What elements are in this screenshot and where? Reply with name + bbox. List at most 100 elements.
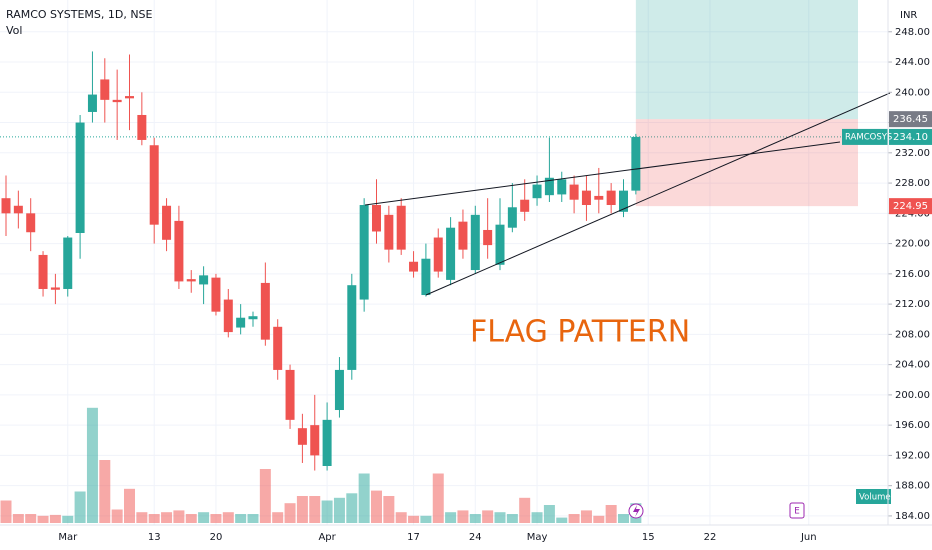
volume-bar [25, 514, 37, 523]
stop-label-bg [889, 198, 932, 215]
volume-bar [99, 460, 111, 523]
y-tick-label: 212.00 [895, 299, 930, 310]
candle-body [236, 317, 246, 328]
candle-body [260, 282, 270, 340]
y-tick-label: 232.00 [895, 148, 930, 159]
trend-line-lower [425, 92, 891, 296]
currency: INR [900, 10, 917, 21]
event-earnings[interactable] [628, 503, 644, 519]
event-icon-text: E [794, 507, 800, 517]
candle-body [162, 205, 172, 240]
volume-pane [0, 407, 642, 523]
volume-bar [556, 517, 568, 523]
position-box [635, 0, 858, 207]
event-icon[interactable] [789, 502, 805, 519]
candle-body [199, 275, 209, 285]
candle-body [186, 279, 196, 282]
volume-bar [494, 512, 506, 523]
annotation: FLAG PATTERN [470, 315, 690, 350]
volume-bar [457, 510, 469, 523]
candle-body [63, 237, 73, 289]
last-price-label: 234.10 [893, 132, 928, 143]
volume-bar [321, 500, 333, 523]
candle-body [149, 145, 159, 225]
candle-body [458, 221, 468, 250]
volume-bar [383, 496, 395, 523]
candle-body [310, 425, 320, 456]
volume-bar [519, 497, 531, 523]
candle-body [396, 205, 406, 250]
volume-bar [259, 469, 271, 523]
candle-body [594, 195, 604, 200]
volume-bar [358, 473, 370, 523]
candle-body [38, 254, 48, 289]
volume-bar [482, 510, 494, 523]
candle-body [100, 79, 110, 100]
y-tick-label: 188.00 [895, 481, 930, 492]
candle-body [631, 136, 641, 191]
volume-bar [173, 510, 185, 523]
y-tick-label: 220.00 [895, 239, 930, 250]
candle-body [569, 184, 579, 200]
y-tick-label: 204.00 [895, 360, 930, 371]
volume-bar [506, 514, 518, 523]
volume-bar [543, 505, 555, 523]
volume-bar [346, 493, 358, 523]
volume-bar [222, 512, 234, 523]
entry-label: 236.45 [893, 114, 928, 125]
y-tick-label: 192.00 [895, 450, 930, 461]
candle-body [50, 287, 60, 290]
stop-label: 224.95 [893, 201, 928, 212]
volume-bar [210, 514, 222, 523]
volume-bar [124, 488, 135, 523]
candle-body [112, 99, 122, 103]
candle-body [285, 369, 295, 420]
x-tick-label: 13 [148, 532, 161, 543]
labels: 248.00244.00240.00236.00232.00228.00224.… [58, 27, 932, 543]
candle-body [297, 428, 307, 445]
volume-bar [432, 473, 444, 523]
candle-body [557, 179, 567, 195]
y-tick-label: 228.00 [895, 178, 930, 189]
volume-bar [420, 515, 432, 523]
candle-body [347, 285, 357, 370]
volume-bar [469, 514, 481, 523]
volume-bar [580, 510, 592, 523]
candle-body [1, 198, 11, 214]
candle-body [619, 190, 628, 212]
volume-bar [136, 512, 148, 523]
candle-body [372, 205, 381, 232]
candle-body [470, 214, 480, 271]
x-tick-label: 22 [704, 532, 717, 543]
candle-body [532, 184, 542, 199]
candle-body [433, 237, 443, 272]
candle-body [581, 190, 591, 206]
volume-bar [185, 514, 197, 523]
candle-body [211, 277, 221, 312]
volume-bar [235, 514, 247, 523]
x-tick-label: Jun [800, 532, 817, 543]
volume-bar [371, 490, 382, 523]
volume-label: Volume [859, 493, 891, 503]
x-tick-label: 20 [210, 532, 223, 543]
candle-body [174, 220, 184, 282]
volume-bar [148, 514, 160, 523]
x-tick-label: May [527, 532, 548, 543]
trend-line-upper [364, 141, 841, 206]
x-tick-label: 15 [642, 532, 655, 543]
volume-bar [111, 509, 123, 523]
volume-bar [37, 515, 49, 523]
candle-body [26, 213, 36, 233]
volume-bar [247, 514, 259, 523]
volume-bar [12, 514, 24, 523]
y-tick-label: 184.00 [895, 511, 930, 522]
volume-label-bg [856, 489, 891, 504]
volume-bar [74, 491, 86, 523]
x-tick-label: 24 [469, 532, 482, 543]
event-icon-bolt [633, 505, 640, 517]
candle-body [495, 224, 505, 265]
candles [1, 51, 641, 471]
volume-bar [49, 514, 61, 523]
volume-bar [309, 496, 321, 523]
